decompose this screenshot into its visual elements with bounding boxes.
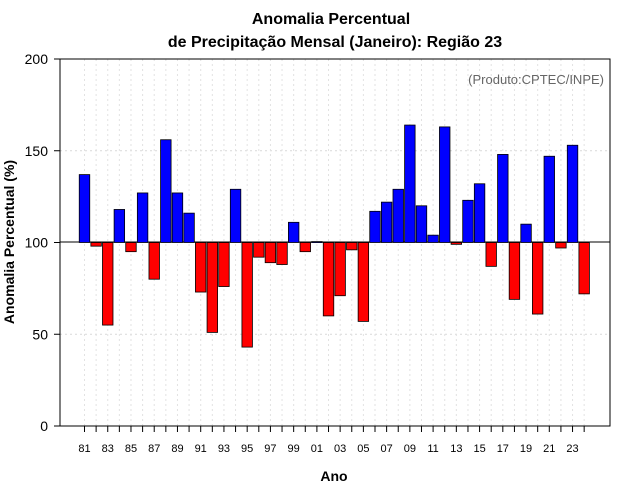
- x-tick-label: 83: [102, 443, 114, 455]
- bar-90: [183, 212, 195, 243]
- bar-91: [195, 242, 207, 293]
- x-tick-label: 03: [334, 443, 346, 455]
- bar-92: [206, 242, 218, 333]
- bar-01: [311, 241, 323, 243]
- bar-88: [160, 139, 172, 243]
- x-tick-label: 87: [148, 443, 160, 455]
- bar-20: [532, 242, 544, 315]
- y-axis-label: Anomalia Percentual (%): [1, 160, 17, 324]
- bar-21: [543, 155, 555, 243]
- x-tick-label: 01: [311, 443, 323, 455]
- x-tick-label: 05: [357, 443, 369, 455]
- bar-11: [427, 234, 439, 243]
- bar-00: [299, 242, 311, 253]
- x-tick-label: 97: [264, 443, 276, 455]
- y-tick-label: 100: [25, 235, 49, 251]
- x-tick-label: 11: [427, 443, 438, 455]
- bar-98: [276, 242, 288, 265]
- source-note: (Produto:CPTEC/INPE): [468, 72, 604, 87]
- chart-title-line1: Anomalia Percentual: [252, 11, 410, 28]
- bar-81: [78, 174, 91, 243]
- bar-23: [566, 144, 579, 243]
- bar-84: [113, 209, 126, 243]
- bar-12: [439, 126, 451, 243]
- bar-94: [229, 188, 242, 243]
- x-tick-label: 13: [450, 443, 462, 455]
- bar-15: [473, 183, 486, 243]
- x-tick-label: 15: [473, 443, 485, 455]
- y-tick-label: 50: [32, 326, 48, 342]
- y-tick-label: 200: [25, 51, 49, 67]
- bar-10: [415, 205, 428, 243]
- bar-17: [497, 154, 509, 243]
- x-tick-label: 85: [125, 443, 137, 455]
- bar-09: [404, 124, 416, 243]
- chart-title-line2: de Precipitação Mensal (Janeiro): Região…: [168, 34, 502, 51]
- bar-05: [357, 242, 370, 322]
- x-axis: 81 83 85 87 89 91 93 95 97 99 01 03 05 07 09 11 13 15 17 19…: [78, 426, 585, 455]
- bar-02: [322, 242, 335, 317]
- bar-14: [462, 199, 474, 243]
- bar-93: [218, 242, 230, 287]
- x-tick-label: 95: [241, 443, 253, 455]
- bar-18: [508, 242, 521, 300]
- x-tick-label: 21: [543, 443, 555, 455]
- bar-96: [253, 242, 265, 258]
- grid: [60, 58, 610, 427]
- x-tick-label: 91: [195, 443, 207, 455]
- bar-22: [555, 242, 567, 249]
- x-tick-label: 99: [288, 443, 300, 455]
- x-tick-label: 23: [566, 443, 578, 455]
- x-tick-label: 19: [520, 443, 532, 455]
- bar-06: [369, 210, 381, 243]
- x-tick-label: 93: [218, 443, 230, 455]
- x-tick-label: 81: [78, 443, 90, 455]
- bar-16: [485, 242, 497, 267]
- bar-87: [148, 242, 160, 280]
- x-tick-label: 09: [404, 443, 416, 455]
- bar-86: [136, 192, 149, 243]
- bar-07: [380, 201, 393, 243]
- bar-99: [288, 221, 300, 243]
- y-tick-label: 150: [25, 143, 49, 159]
- bar-08: [392, 188, 404, 243]
- x-axis-label: Ano: [320, 468, 347, 484]
- bar-97: [264, 242, 277, 264]
- x-tick-label: 89: [171, 443, 183, 455]
- bars: [78, 124, 590, 348]
- bar-24: [578, 242, 590, 295]
- bar-89: [171, 192, 184, 243]
- bar-85: [125, 242, 137, 253]
- bar-13: [450, 242, 462, 245]
- bar-03: [334, 242, 346, 297]
- bar-83: [102, 242, 114, 326]
- bar-19: [520, 223, 532, 243]
- y-axis: 0 50 100 150 200: [25, 51, 60, 434]
- bar-82: [90, 242, 102, 247]
- x-tick-label: 07: [380, 443, 392, 455]
- x-tick-label: 17: [497, 443, 509, 455]
- bar-95: [241, 242, 253, 348]
- y-tick-label: 0: [40, 418, 48, 434]
- bar-04: [346, 242, 358, 251]
